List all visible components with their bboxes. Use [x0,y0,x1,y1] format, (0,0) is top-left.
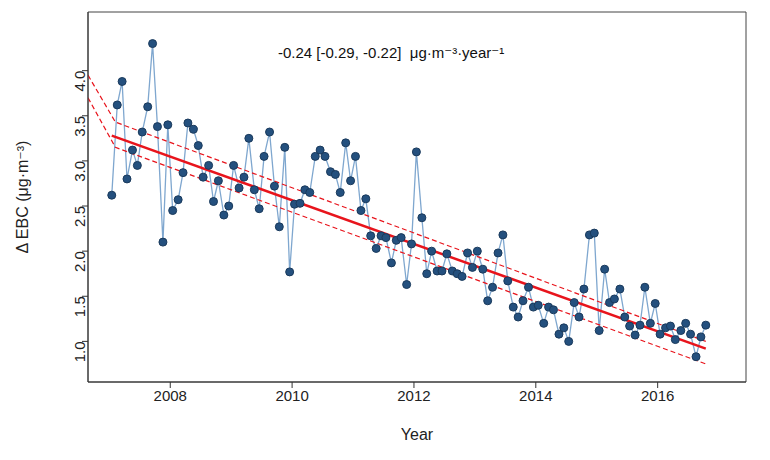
svg-text:2012: 2012 [397,387,430,404]
svg-text:2016: 2016 [641,387,674,404]
svg-text:3.5: 3.5 [71,116,88,137]
svg-text:1.0: 1.0 [71,341,88,362]
svg-text:4.0: 4.0 [71,71,88,92]
svg-text:2010: 2010 [275,387,308,404]
svg-text:2.5: 2.5 [71,206,88,227]
html-text:-0.24 [-0.29, -0.22] μg·m⁻³·ye: -0.24 [-0.29, -0.22] μg·m⁻³·year⁻¹ [278,44,505,61]
svg-text:Year: Year [401,426,434,443]
svg-text:2014: 2014 [519,387,552,404]
svg-text:Δ EBC (μg·m⁻³): Δ EBC (μg·m⁻³) [14,141,31,254]
svg-text:2.0: 2.0 [71,251,88,272]
svg-text:2008: 2008 [154,387,187,404]
svg-text:1.5: 1.5 [71,296,88,317]
svg-text:3.0: 3.0 [71,161,88,182]
